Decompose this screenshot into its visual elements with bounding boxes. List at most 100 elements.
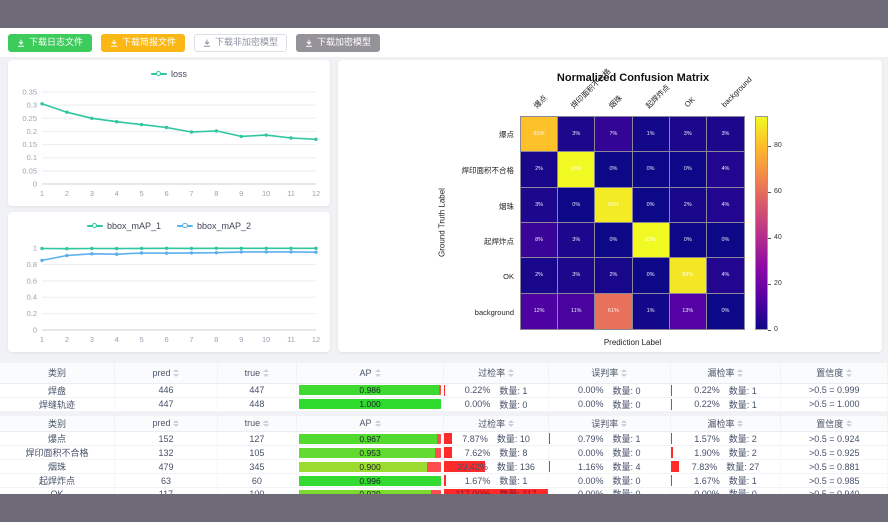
rate-value: 0.00% bbox=[577, 385, 604, 395]
colorbar-tick bbox=[768, 237, 771, 239]
legend-item-bbox_mAP_2[interactable]: bbox_mAP_2 bbox=[177, 221, 251, 231]
svg-text:0.35: 0.35 bbox=[22, 88, 37, 97]
rate-bar bbox=[444, 489, 548, 499]
sort-icon[interactable] bbox=[846, 369, 853, 377]
svg-text:1: 1 bbox=[40, 335, 44, 344]
download-button-4[interactable]: 下载加密模型 bbox=[296, 33, 381, 52]
sort-icon[interactable] bbox=[846, 419, 853, 427]
column-header[interactable]: true bbox=[217, 415, 297, 432]
cell-true: 127 bbox=[217, 431, 297, 446]
download-button-1[interactable]: 下载日志文件 bbox=[8, 33, 93, 52]
download-button-2[interactable]: 下载简报文件 bbox=[101, 33, 186, 52]
ap-bar: 0.953 bbox=[298, 447, 442, 458]
column-header[interactable]: 漏检率 bbox=[670, 363, 782, 384]
matrix-x-axis-label: Prediction Label bbox=[603, 338, 662, 347]
column-header-label: 置信度 bbox=[816, 418, 844, 429]
cell-category: 焊盘 bbox=[0, 383, 115, 398]
sort-icon[interactable] bbox=[173, 369, 180, 377]
cell-category: 爆点 bbox=[0, 431, 115, 446]
column-header-label: 误判率 bbox=[591, 418, 619, 429]
ap-bar: 0.900 bbox=[298, 461, 442, 472]
cell-category: 焊缝轨迹 bbox=[0, 397, 115, 412]
cell-true: 345 bbox=[217, 459, 297, 474]
matrix-cell: 0% bbox=[632, 187, 670, 223]
sort-icon[interactable] bbox=[737, 369, 744, 377]
rate-count: 数量: 4 bbox=[612, 462, 641, 472]
matrix-y-tick-label: 烟珠 bbox=[499, 201, 514, 211]
column-header[interactable]: 误判率 bbox=[548, 415, 671, 432]
svg-text:0.6: 0.6 bbox=[27, 276, 37, 285]
sort-icon[interactable] bbox=[737, 419, 744, 427]
svg-text:12: 12 bbox=[312, 335, 320, 344]
column-header[interactable]: AP bbox=[296, 415, 445, 432]
column-header[interactable]: pred bbox=[114, 415, 218, 432]
svg-text:0: 0 bbox=[33, 326, 37, 335]
colorbar-tick-label: 80 bbox=[774, 141, 782, 149]
rate-value: 0.00% bbox=[577, 399, 604, 409]
sort-icon[interactable] bbox=[263, 369, 270, 377]
loss-chart: 00.050.10.150.20.250.30.351 2 3 4 5 6 7 8 9 10 11 1… bbox=[22, 88, 320, 199]
svg-text:9: 9 bbox=[239, 335, 243, 344]
matrix-cell: 3% bbox=[558, 222, 596, 259]
matrix-colorbar bbox=[755, 116, 768, 330]
column-header[interactable]: 置信度 bbox=[780, 363, 888, 384]
cell-pred: 152 bbox=[114, 431, 218, 446]
rate-value: 7.62% bbox=[464, 447, 491, 458]
cell-miss: 1.90% 数量: 2 bbox=[670, 445, 782, 460]
sort-icon[interactable] bbox=[263, 419, 270, 427]
sort-icon[interactable] bbox=[173, 419, 180, 427]
rate-cell: 1.67% 数量: 1 bbox=[670, 474, 780, 487]
download-icon bbox=[204, 39, 211, 47]
rate-value: 39.42% bbox=[457, 461, 488, 472]
svg-text:8: 8 bbox=[214, 335, 218, 344]
matrix-cell: 1% bbox=[632, 293, 670, 329]
matrix-cell: 3% bbox=[558, 258, 596, 294]
legend-item-bbox_mAP_1[interactable]: bbox_mAP_1 bbox=[86, 221, 161, 231]
matrix-y-axis-label: Ground Truth Label bbox=[437, 188, 447, 257]
column-header[interactable]: AP bbox=[296, 363, 445, 384]
legend-item-loss[interactable]: loss bbox=[150, 69, 187, 79]
column-header[interactable]: 过检率 bbox=[443, 415, 549, 432]
ap-bar-fill bbox=[298, 385, 440, 395]
rate-cell: 0.79% 数量: 1 bbox=[548, 432, 669, 445]
column-header[interactable]: 误判率 bbox=[548, 363, 671, 384]
matrix-cell: 13% bbox=[669, 293, 707, 329]
column-header[interactable]: 漏检率 bbox=[670, 415, 782, 432]
svg-text:11: 11 bbox=[287, 335, 295, 344]
sort-icon[interactable] bbox=[508, 369, 515, 377]
rate-count: 数量: 0 bbox=[612, 399, 641, 410]
matrix-cell: 4% bbox=[706, 152, 744, 188]
rate-cell: 0.00% 数量: 0 bbox=[549, 398, 669, 411]
bottom-bar bbox=[0, 494, 888, 522]
rate-value: 0.00% bbox=[577, 447, 604, 458]
cell-miss: 0.22% 数量: 1 bbox=[670, 383, 782, 398]
cell-confidence: >0.5 = 0.999 bbox=[780, 383, 888, 398]
cell-confidence: >0.5 = 1.000 bbox=[780, 397, 888, 412]
column-header[interactable]: true bbox=[217, 363, 297, 384]
rate-value: 117.00% bbox=[455, 489, 490, 499]
matrix-cell: 61% bbox=[595, 293, 633, 329]
matrix-x-tick-label: OK bbox=[682, 94, 697, 109]
cell-ap: 0.953 bbox=[296, 445, 445, 460]
sort-icon[interactable] bbox=[374, 419, 381, 427]
sort-icon[interactable] bbox=[621, 369, 628, 377]
sort-icon[interactable] bbox=[374, 369, 381, 377]
rate-count: 数量: 27 bbox=[726, 462, 760, 472]
sort-icon[interactable] bbox=[621, 419, 628, 427]
rate-cell: 0.22% 数量: 1 bbox=[444, 384, 547, 397]
rate-cell: 0.22% 数量: 1 bbox=[670, 398, 780, 411]
rate-cell: 0.22% 数量: 1 bbox=[670, 384, 780, 397]
column-header-label: AP bbox=[359, 367, 372, 378]
column-header: 类别 bbox=[0, 415, 115, 432]
rate-bar bbox=[444, 461, 486, 472]
rate-value: 0.22% bbox=[694, 385, 720, 395]
cell-overdetect: 0.22% 数量: 1 bbox=[443, 383, 549, 398]
download-button-3[interactable]: 下载非加密模型 bbox=[194, 33, 288, 52]
column-header-label: 类别 bbox=[47, 368, 66, 379]
column-header[interactable]: pred bbox=[114, 363, 218, 384]
rate-count: 数量: 1 bbox=[612, 434, 641, 444]
column-header[interactable]: 置信度 bbox=[780, 415, 888, 432]
legend-marker-icon bbox=[86, 222, 103, 231]
column-header[interactable]: 过检率 bbox=[443, 363, 549, 384]
sort-icon[interactable] bbox=[508, 419, 515, 427]
